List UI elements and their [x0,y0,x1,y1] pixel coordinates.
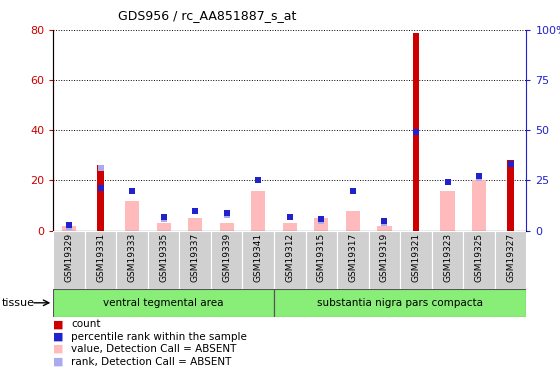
Text: ventral tegmental area: ventral tegmental area [104,298,224,308]
Text: GDS956 / rc_AA851887_s_at: GDS956 / rc_AA851887_s_at [118,9,296,22]
Bar [116,231,148,289]
Text: substantia nigra pars compacta: substantia nigra pars compacta [317,298,483,308]
Text: GSM19329: GSM19329 [64,233,73,282]
Bar [156,223,171,231]
Bar [148,231,179,289]
Text: GSM19317: GSM19317 [348,233,357,282]
Bar [220,223,234,231]
Text: GSM19323: GSM19323 [443,233,452,282]
Bar [125,201,139,231]
Bar [337,231,368,289]
Bar [495,231,526,289]
Bar [62,226,76,231]
Bar [440,190,455,231]
Bar [53,289,274,317]
Text: tissue: tissue [2,298,35,308]
Bar [346,211,360,231]
Text: GSM19315: GSM19315 [317,233,326,282]
Text: GSM19321: GSM19321 [412,233,421,282]
Bar [274,289,526,317]
Text: ■: ■ [53,332,64,342]
Bar [179,231,211,289]
Text: ■: ■ [53,344,64,354]
Bar [314,218,329,231]
Text: GSM19337: GSM19337 [190,233,200,282]
Bar [413,33,419,231]
Text: ■: ■ [53,320,64,329]
Text: value, Detection Call = ABSENT: value, Detection Call = ABSENT [71,344,236,354]
Text: rank, Detection Call = ABSENT: rank, Detection Call = ABSENT [71,357,231,366]
Bar [472,180,486,231]
Text: GSM19341: GSM19341 [254,233,263,282]
Text: GSM19327: GSM19327 [506,233,515,282]
Bar [507,160,514,231]
Text: GSM19319: GSM19319 [380,233,389,282]
Bar [368,231,400,289]
Bar [97,165,104,231]
Bar [85,231,116,289]
Text: GSM19325: GSM19325 [474,233,484,282]
Text: GSM19312: GSM19312 [285,233,295,282]
Bar [463,231,495,289]
Text: GSM19331: GSM19331 [96,233,105,282]
Text: percentile rank within the sample: percentile rank within the sample [71,332,247,342]
Text: GSM19339: GSM19339 [222,233,231,282]
Text: ■: ■ [53,357,64,366]
Bar [53,231,85,289]
Bar [377,226,391,231]
Text: GSM19335: GSM19335 [159,233,168,282]
Bar [188,218,202,231]
Bar [306,231,337,289]
Bar [242,231,274,289]
Bar [400,231,432,289]
Bar [432,231,463,289]
Text: GSM19333: GSM19333 [128,233,137,282]
Bar [211,231,242,289]
Bar [283,223,297,231]
Bar [251,190,265,231]
Bar [274,231,306,289]
Text: count: count [71,320,101,329]
